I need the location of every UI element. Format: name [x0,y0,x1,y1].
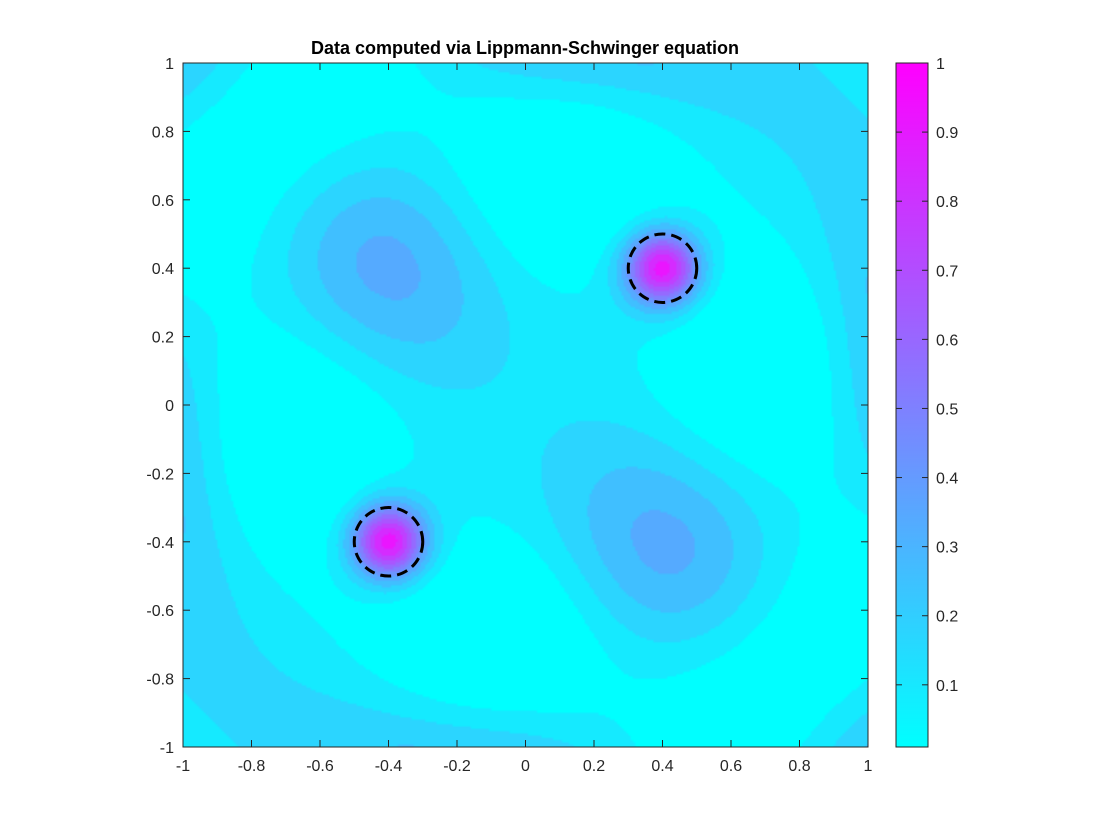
colorbar-tick-label: 1 [936,56,945,73]
x-tick-label: -0.2 [443,758,471,775]
x-tick-label: -1 [176,758,190,775]
colorbar-tick-label: 0.2 [936,609,958,626]
y-tick-label: -1 [160,740,174,757]
field-heatmap [183,63,868,747]
colorbar-tick-label: 0.6 [936,332,958,349]
y-tick-label: -0.4 [146,535,174,552]
y-tick-label: 0.6 [152,193,174,210]
x-tick-label: -0.6 [306,758,334,775]
y-tick-label: 0.8 [152,124,174,141]
x-tick-label: 0.8 [788,758,810,775]
colorbar-tick-label: 0.9 [936,125,958,142]
scatterer-circle-1 [626,232,699,304]
y-tick-label: 0.2 [152,330,174,347]
x-tick-label: 0 [521,758,530,775]
x-tick-label: 0.4 [651,758,673,775]
colorbar-tick-label: 0.7 [936,263,958,280]
x-tick-label: 0.2 [583,758,605,775]
x-axis: -1 -0.8 -0.6 -0.4 -0.2 0 0.2 0.4 0.6 0.8 1 [176,63,873,775]
x-tick-label: -0.4 [375,758,403,775]
colorbar-tick-label: 0.5 [936,401,958,418]
y-tick-label: 0.4 [152,261,174,278]
x-tick-label: 1 [864,758,873,775]
colorbar-tick-label: 0.8 [936,194,958,211]
colorbar-ticks: 1 0.9 0.8 0.7 0.6 0.5 0.4 0.3 0.2 0.1 [896,56,958,695]
colorbar-tick-label: 0.4 [936,471,958,488]
x-tick-label: -0.8 [238,758,266,775]
scatterer-circle-2 [352,506,425,578]
y-tick-label: 0 [165,398,174,415]
y-tick-label: 1 [165,56,174,73]
y-axis: 1 0.8 0.6 0.4 0.2 0 -0.2 -0.4 -0.6 -0.8 -1 [146,56,868,757]
chart-title: Data computed via Lippmann-Schwinger equ… [311,38,739,58]
y-tick-label: -0.8 [146,672,174,689]
plot-area [183,63,868,747]
scatterer-outlines [352,232,699,578]
x-tick-label: 0.6 [720,758,742,775]
colorbar-tick-label: 0.1 [936,678,958,695]
y-tick-label: -0.6 [146,603,174,620]
y-tick-label: -0.2 [146,466,174,483]
colorbar [895,62,929,748]
colorbar-tick-label: 0.3 [936,540,958,557]
